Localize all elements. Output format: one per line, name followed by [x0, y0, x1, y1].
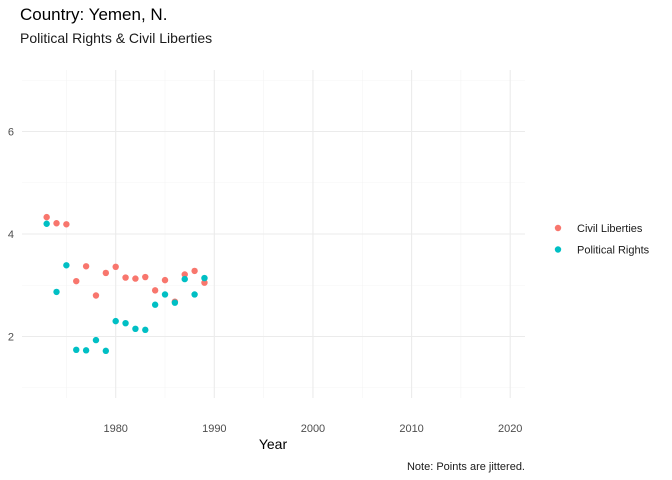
data-points — [43, 213, 208, 355]
political-rights-point — [112, 317, 119, 325]
chart-title: Country: Yemen, N. — [20, 5, 167, 24]
political-rights-point — [151, 301, 159, 308]
legend-key-political-rights — [554, 246, 562, 253]
political-rights-point — [53, 288, 60, 296]
civil-liberties-point — [181, 271, 188, 278]
y-axis-ticks: 2 4 6 — [8, 127, 14, 344]
civil-liberties-point — [191, 267, 198, 275]
political-rights-point — [43, 220, 50, 227]
civil-liberties-point — [102, 269, 110, 277]
y-tick-label: 4 — [8, 229, 14, 241]
plot-grid — [22, 70, 525, 398]
political-rights-point — [82, 347, 90, 354]
civil-liberties-point — [73, 277, 80, 285]
chart-caption: Note: Points are jittered. — [407, 461, 525, 473]
y-tick-label: 6 — [8, 127, 14, 139]
political-rights-point — [191, 291, 198, 298]
political-rights-point — [92, 336, 100, 344]
civil-liberties-point — [82, 263, 90, 270]
chart-subtitle: Political Rights & Civil Liberties — [20, 30, 212, 46]
x-axis-ticks: 1980 1990 2000 2010 2020 — [103, 423, 522, 435]
political-rights-point — [161, 291, 169, 298]
legend-label-civil-liberties: Civil Liberties — [577, 223, 643, 235]
civil-liberties-point — [53, 220, 60, 227]
x-tick-label: 2020 — [498, 423, 522, 435]
political-rights-point — [201, 274, 208, 282]
x-axis-title: Year — [259, 436, 288, 452]
y-tick-label: 2 — [8, 332, 14, 344]
civil-liberties-point — [43, 213, 50, 221]
political-rights-point — [102, 347, 110, 355]
x-tick-label: 2000 — [301, 423, 325, 435]
civil-liberties-point — [92, 292, 100, 299]
political-rights-point — [73, 346, 80, 354]
political-rights-point — [181, 275, 188, 283]
x-tick-label: 2010 — [399, 423, 423, 435]
civil-liberties-point — [201, 279, 208, 286]
legend-key-civil-liberties — [554, 224, 562, 232]
civil-liberties-point — [142, 273, 149, 281]
legend: Civil Liberties Political Rights — [554, 223, 650, 257]
political-rights-point — [122, 319, 129, 327]
civil-liberties-point — [122, 274, 129, 281]
political-rights-point — [132, 325, 139, 333]
x-tick-label: 1990 — [202, 423, 226, 435]
political-rights-point — [142, 326, 149, 334]
civil-liberties-point — [132, 275, 139, 282]
x-tick-label: 1980 — [103, 423, 127, 435]
civil-liberties-point — [112, 263, 119, 270]
civil-liberties-point — [161, 276, 169, 284]
legend-label-political-rights: Political Rights — [577, 245, 650, 257]
political-rights-point — [63, 262, 70, 269]
civil-liberties-point — [63, 221, 70, 228]
civil-liberties-point — [151, 287, 159, 294]
political-rights-point — [171, 299, 179, 306]
